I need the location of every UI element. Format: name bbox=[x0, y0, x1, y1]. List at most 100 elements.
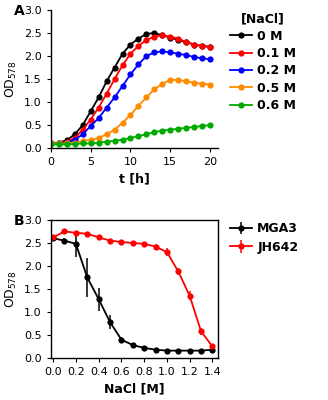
0.6 M bbox=[121, 138, 125, 142]
0.1 M bbox=[200, 44, 204, 48]
Text: B: B bbox=[14, 214, 25, 228]
0.5 M bbox=[153, 87, 156, 92]
0.6 M bbox=[57, 142, 61, 147]
0.1 M bbox=[144, 38, 148, 42]
0.5 M bbox=[89, 138, 92, 142]
0.6 M bbox=[160, 128, 164, 133]
Y-axis label: OD$_{578}$: OD$_{578}$ bbox=[3, 270, 18, 308]
0.5 M bbox=[65, 141, 69, 146]
Line: 0.5 M: 0.5 M bbox=[48, 77, 213, 147]
0.5 M bbox=[144, 95, 148, 100]
0.2 M bbox=[97, 116, 101, 120]
0.6 M bbox=[200, 124, 204, 128]
0.1 M bbox=[97, 105, 101, 110]
Line: 0 M: 0 M bbox=[48, 30, 213, 147]
0.1 M bbox=[168, 34, 172, 39]
0.5 M bbox=[192, 80, 196, 85]
0.1 M bbox=[153, 34, 156, 39]
0.6 M bbox=[168, 127, 172, 132]
0 M bbox=[144, 32, 148, 36]
0.1 M bbox=[208, 44, 212, 49]
0.1 M bbox=[184, 40, 188, 45]
0.2 M bbox=[81, 132, 85, 137]
0.2 M bbox=[89, 124, 92, 128]
0.1 M bbox=[57, 141, 61, 146]
0.2 M bbox=[49, 141, 53, 146]
0.6 M bbox=[73, 142, 77, 146]
0.2 M bbox=[136, 62, 140, 67]
0.1 M bbox=[105, 91, 109, 96]
0.1 M bbox=[121, 63, 125, 68]
0 M bbox=[57, 140, 61, 145]
0.5 M bbox=[113, 127, 116, 132]
0 M bbox=[136, 36, 140, 41]
0.2 M bbox=[57, 141, 61, 146]
0.2 M bbox=[208, 57, 212, 62]
0.5 M bbox=[121, 120, 125, 125]
0.2 M bbox=[153, 50, 156, 55]
0 M bbox=[184, 40, 188, 45]
0.1 M bbox=[89, 117, 92, 122]
0 M bbox=[97, 95, 101, 100]
0 M bbox=[129, 42, 133, 47]
0 M bbox=[176, 38, 180, 42]
0.2 M bbox=[129, 72, 133, 77]
Legend: MGA3, JH642: MGA3, JH642 bbox=[225, 217, 303, 259]
0.1 M bbox=[160, 33, 164, 38]
0.2 M bbox=[160, 49, 164, 54]
0.2 M bbox=[113, 95, 116, 100]
0 M bbox=[160, 33, 164, 38]
0.6 M bbox=[97, 140, 101, 145]
0.5 M bbox=[136, 103, 140, 108]
0.5 M bbox=[184, 79, 188, 84]
0.2 M bbox=[105, 105, 109, 110]
0.5 M bbox=[81, 139, 85, 144]
Line: 0.1 M: 0.1 M bbox=[48, 32, 213, 147]
0.6 M bbox=[81, 141, 85, 146]
Line: 0.2 M: 0.2 M bbox=[48, 48, 213, 147]
0.6 M bbox=[49, 142, 53, 147]
0 M bbox=[49, 141, 53, 146]
0 M bbox=[121, 51, 125, 56]
X-axis label: NaCl [M]: NaCl [M] bbox=[104, 382, 165, 396]
0 M bbox=[208, 44, 212, 49]
0 M bbox=[192, 42, 196, 47]
0.2 M bbox=[192, 54, 196, 59]
0.5 M bbox=[73, 140, 77, 145]
0.2 M bbox=[144, 54, 148, 58]
0 M bbox=[73, 132, 77, 137]
0.6 M bbox=[65, 142, 69, 147]
0.6 M bbox=[144, 132, 148, 137]
0 M bbox=[168, 35, 172, 40]
0.6 M bbox=[136, 134, 140, 138]
0.6 M bbox=[184, 126, 188, 130]
0.1 M bbox=[129, 51, 133, 56]
0 M bbox=[65, 138, 69, 143]
0.5 M bbox=[168, 78, 172, 82]
0.1 M bbox=[192, 42, 196, 47]
0.1 M bbox=[176, 36, 180, 41]
0 M bbox=[113, 65, 116, 70]
0.5 M bbox=[176, 78, 180, 82]
Text: A: A bbox=[14, 4, 25, 18]
0 M bbox=[89, 109, 92, 114]
Line: 0.6 M: 0.6 M bbox=[48, 122, 213, 148]
0.5 M bbox=[97, 136, 101, 140]
X-axis label: t [h]: t [h] bbox=[119, 173, 150, 186]
0.2 M bbox=[65, 140, 69, 145]
0.1 M bbox=[113, 77, 116, 82]
0.5 M bbox=[49, 141, 53, 146]
0 M bbox=[200, 44, 204, 48]
0.1 M bbox=[73, 136, 77, 140]
0.6 M bbox=[176, 126, 180, 131]
Legend: 0 M, 0.1 M, 0.2 M, 0.5 M, 0.6 M: 0 M, 0.1 M, 0.2 M, 0.5 M, 0.6 M bbox=[225, 7, 301, 117]
0.2 M bbox=[176, 51, 180, 56]
0.1 M bbox=[65, 139, 69, 144]
0.6 M bbox=[192, 124, 196, 129]
0.5 M bbox=[129, 112, 133, 117]
0.2 M bbox=[73, 138, 77, 142]
0.2 M bbox=[121, 84, 125, 88]
0.1 M bbox=[136, 44, 140, 48]
0.2 M bbox=[168, 50, 172, 55]
0 M bbox=[105, 79, 109, 84]
